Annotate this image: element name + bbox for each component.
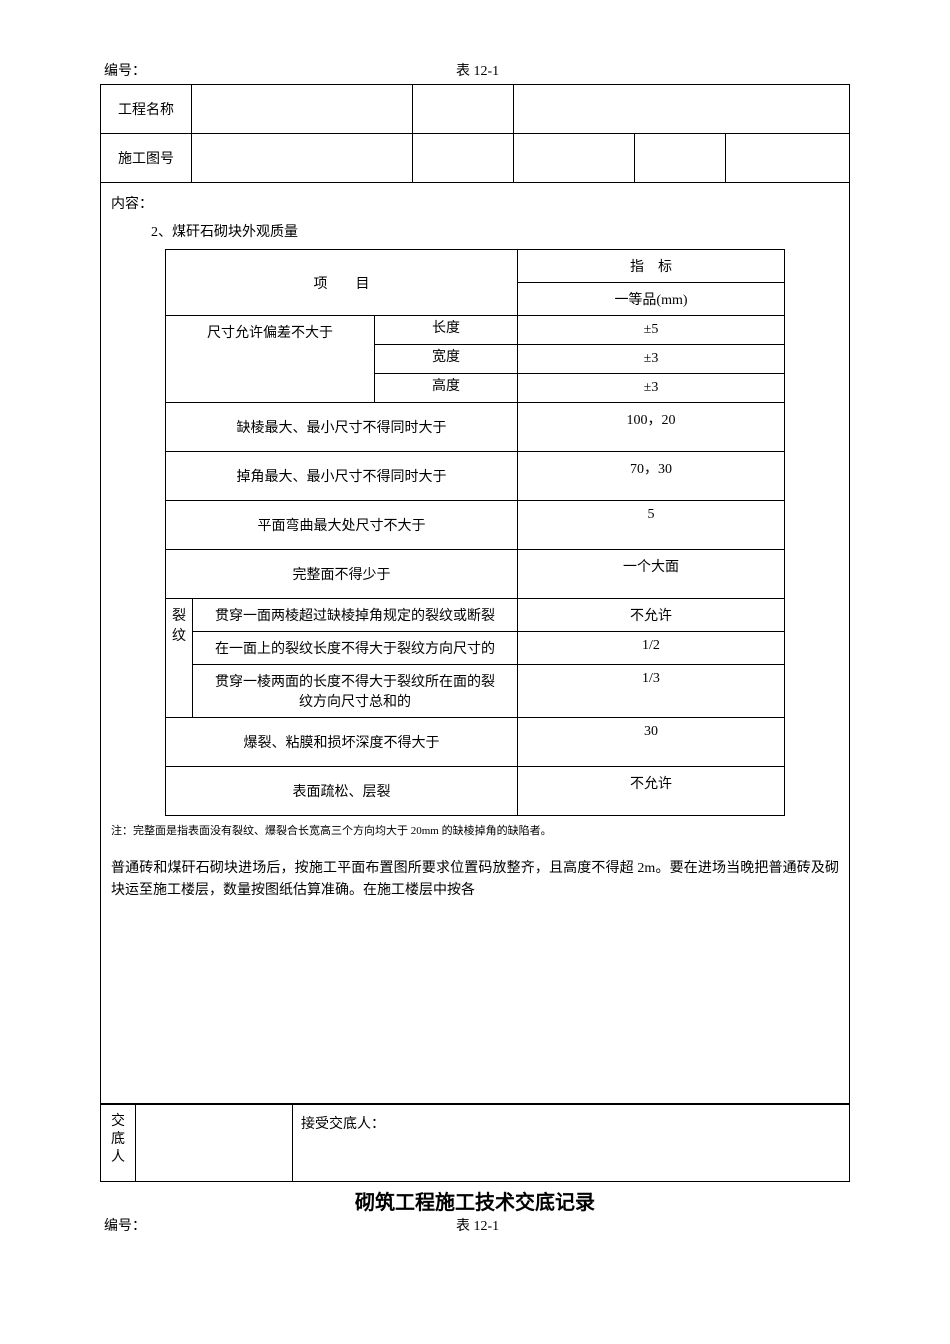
cell-crack1: 贯穿一面两棱超过缺棱掉角规定的裂纹或断裂 xyxy=(193,599,518,632)
project-value-3 xyxy=(514,85,850,134)
bianhao-label: 编号： xyxy=(104,60,146,80)
cell-complete-face: 完整面不得少于 xyxy=(166,550,518,599)
cell-height: 高度 xyxy=(375,374,518,403)
project-value-1 xyxy=(192,85,413,134)
project-value-2 xyxy=(413,85,514,134)
cell-surface-v: 不允许 xyxy=(518,767,785,816)
cell-edge-defect: 缺棱最大、最小尺寸不得同时大于 xyxy=(166,403,518,452)
cell-height-v: ±3 xyxy=(518,374,785,403)
content-paragraph: 普通砖和煤矸石砌块进场后，按施工平面布置图所要求位置码放整齐，且高度不得超 2m… xyxy=(101,858,849,903)
section-title-2: 砌筑工程施工技术交底记录 xyxy=(100,1186,850,1215)
cell-crack-label: 裂纹 xyxy=(166,599,193,718)
receiver-label: 接受交底人： xyxy=(301,1117,385,1132)
section-title: 2、煤矸石砌块外观质量 xyxy=(101,221,849,249)
th-spec: 指 标 xyxy=(518,250,785,283)
cell-length-v: ±5 xyxy=(518,316,785,345)
cell-size-dev: 尺寸允许偏差不大于 xyxy=(166,316,375,403)
th-grade: 一等品(mm) xyxy=(518,283,785,316)
drawing-value-2 xyxy=(413,134,514,183)
project-label: 工程名称 xyxy=(101,85,192,134)
cell-crack3: 贯穿一棱两面的长度不得大于裂纹所在面的裂纹方向尺寸总和的 xyxy=(193,665,518,718)
presenter-value xyxy=(136,1105,293,1182)
drawing-value-5 xyxy=(726,134,850,183)
cell-crack3-v: 1/3 xyxy=(518,665,785,718)
cell-complete-face-v: 一个大面 xyxy=(518,550,785,599)
outer-table: 工程名称 施工图号 内容： 2、煤矸石砌块外观质量 项 目 指 标 一等 xyxy=(100,84,850,1104)
cell-width-v: ±3 xyxy=(518,345,785,374)
cell-flat-bend: 平面弯曲最大处尺寸不大于 xyxy=(166,501,518,550)
cell-crack1-v: 不允许 xyxy=(518,599,785,632)
drawing-label: 施工图号 xyxy=(101,134,192,183)
th-item: 项 目 xyxy=(166,250,518,316)
table-no: 表 12-1 xyxy=(456,60,499,80)
cell-corner-defect-v: 70，30 xyxy=(518,452,785,501)
cell-flat-bend-v: 5 xyxy=(518,501,785,550)
drawing-value-1 xyxy=(192,134,413,183)
project-row: 工程名称 xyxy=(101,85,850,134)
table-note: 注：完整面是指表面没有裂纹、爆裂合长宽高三个方向均大于 20mm 的缺棱掉角的缺… xyxy=(101,816,849,858)
drawing-value-3 xyxy=(514,134,635,183)
footer-bianhao: 编号： xyxy=(104,1215,146,1235)
content-cell: 内容： 2、煤矸石砌块外观质量 项 目 指 标 一等品(mm) 尺寸允许偏差不大… xyxy=(101,183,850,1104)
presenter-label: 交底人 xyxy=(101,1105,136,1182)
cell-burst-v: 30 xyxy=(518,718,785,767)
content-label: 内容： xyxy=(101,193,849,221)
cell-crack2: 在一面上的裂纹长度不得大于裂纹方向尺寸的 xyxy=(193,632,518,665)
cell-surface: 表面疏松、层裂 xyxy=(166,767,518,816)
cell-length: 长度 xyxy=(375,316,518,345)
footer-row: 编号： 表 12-1 xyxy=(100,1215,850,1235)
cell-burst: 爆裂、粘膜和损坏深度不得大于 xyxy=(166,718,518,767)
quality-table: 项 目 指 标 一等品(mm) 尺寸允许偏差不大于 长度 ±5 宽度 ±3 xyxy=(165,249,785,816)
drawing-value-4 xyxy=(635,134,726,183)
cell-edge-defect-v: 100，20 xyxy=(518,403,785,452)
drawing-row: 施工图号 xyxy=(101,134,850,183)
footer-table-no: 表 12-1 xyxy=(456,1215,499,1235)
receiver-cell: 接受交底人： xyxy=(293,1105,850,1182)
cell-corner-defect: 掉角最大、最小尺寸不得同时大于 xyxy=(166,452,518,501)
cell-width: 宽度 xyxy=(375,345,518,374)
header-row: 编号： 表 12-1 xyxy=(100,60,850,80)
cell-crack2-v: 1/2 xyxy=(518,632,785,665)
signer-table: 交底人 接受交底人： xyxy=(100,1104,850,1182)
